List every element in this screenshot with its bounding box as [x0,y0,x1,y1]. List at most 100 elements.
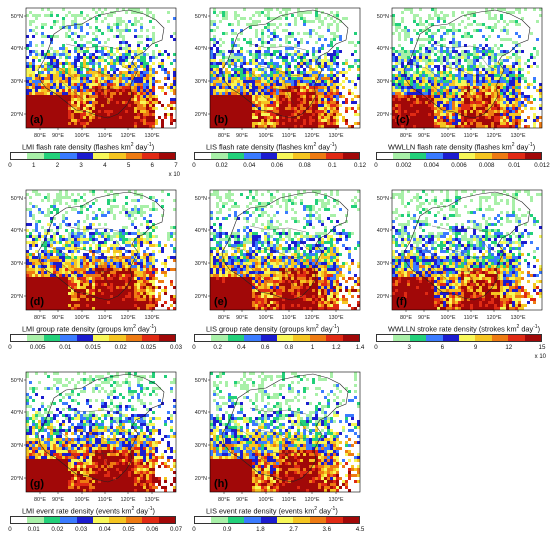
density-cell [485,74,488,77]
density-cell [104,59,107,62]
density-cell [125,116,128,119]
density-cell [392,86,395,89]
density-cell [270,38,273,41]
density-cell [101,274,104,277]
density-cell [282,8,285,11]
density-cell [521,101,524,104]
density-cell [152,256,155,259]
density-cell [222,11,225,14]
density-cell [494,23,497,26]
density-cell [503,68,506,71]
density-cell [107,80,110,83]
density-cell [44,125,47,128]
density-cell [330,104,333,107]
density-cell [38,271,41,274]
density-cell [83,271,86,274]
density-cell [80,101,83,104]
density-cell [452,80,455,83]
density-cell [53,223,56,226]
density-cell [47,196,50,199]
density-cell [482,65,485,68]
density-cell [231,113,234,116]
density-cell [44,56,47,59]
density-cell [47,8,50,11]
density-cell [95,47,98,50]
colorbar-tick-label: 0 [8,162,12,169]
density-cell [261,89,264,92]
density-cell [143,122,146,125]
density-cell [533,113,536,116]
density-cell [213,74,216,77]
density-cell [333,83,336,86]
density-cell [216,65,219,68]
density-cell [222,125,225,128]
lat-label: 50°N [11,14,23,20]
density-cell [425,26,428,29]
density-cell [437,50,440,53]
density-cell [443,50,446,53]
density-cell [26,92,29,95]
density-cell [26,83,29,86]
density-cell [488,71,491,74]
density-cell [53,23,56,26]
density-cell [395,80,398,83]
density-cell [270,23,273,26]
density-cell [512,68,515,71]
density-cell [83,98,86,101]
density-cell [306,98,309,101]
density-cell [431,35,434,38]
density-cell [267,17,270,20]
density-cell [164,77,167,80]
density-cell [443,98,446,101]
density-cell [264,14,267,17]
density-cell [494,113,497,116]
density-cell [89,256,92,259]
density-cell [491,26,494,29]
density-cell [416,50,419,53]
density-cell [455,80,458,83]
density-cell [74,41,77,44]
density-cell [56,253,59,256]
density-cell [44,262,47,265]
density-cell [315,65,318,68]
density-cell [113,122,116,125]
density-cell [92,89,95,92]
density-cell [225,113,228,116]
density-cell [333,92,336,95]
density-cell [273,104,276,107]
density-cell [309,59,312,62]
density-cell [26,235,29,238]
density-cell [56,65,59,68]
density-cell [216,110,219,113]
density-cell [285,65,288,68]
density-cell [437,110,440,113]
density-cell [89,244,92,247]
density-cell [458,80,461,83]
density-cell [413,122,416,125]
density-cell [98,74,101,77]
density-cell [351,80,354,83]
density-cell [92,241,95,244]
density-cell [101,250,104,253]
density-cell [128,56,131,59]
density-cell [416,83,419,86]
density-cell [71,208,74,211]
density-cell [443,38,446,41]
density-cell [213,125,216,128]
density-cell [515,107,518,110]
density-cell [485,92,488,95]
colorbar-swatch [459,153,476,159]
density-cell [488,59,491,62]
density-cell [134,101,137,104]
density-cell [98,119,101,122]
density-cell [65,125,68,128]
density-cell [128,214,131,217]
density-cell [407,122,410,125]
density-cell [50,116,53,119]
density-cell [216,101,219,104]
density-cell [479,95,482,98]
density-cell [89,125,92,128]
density-cell [35,205,38,208]
density-cell [86,110,89,113]
density-cell [77,235,80,238]
